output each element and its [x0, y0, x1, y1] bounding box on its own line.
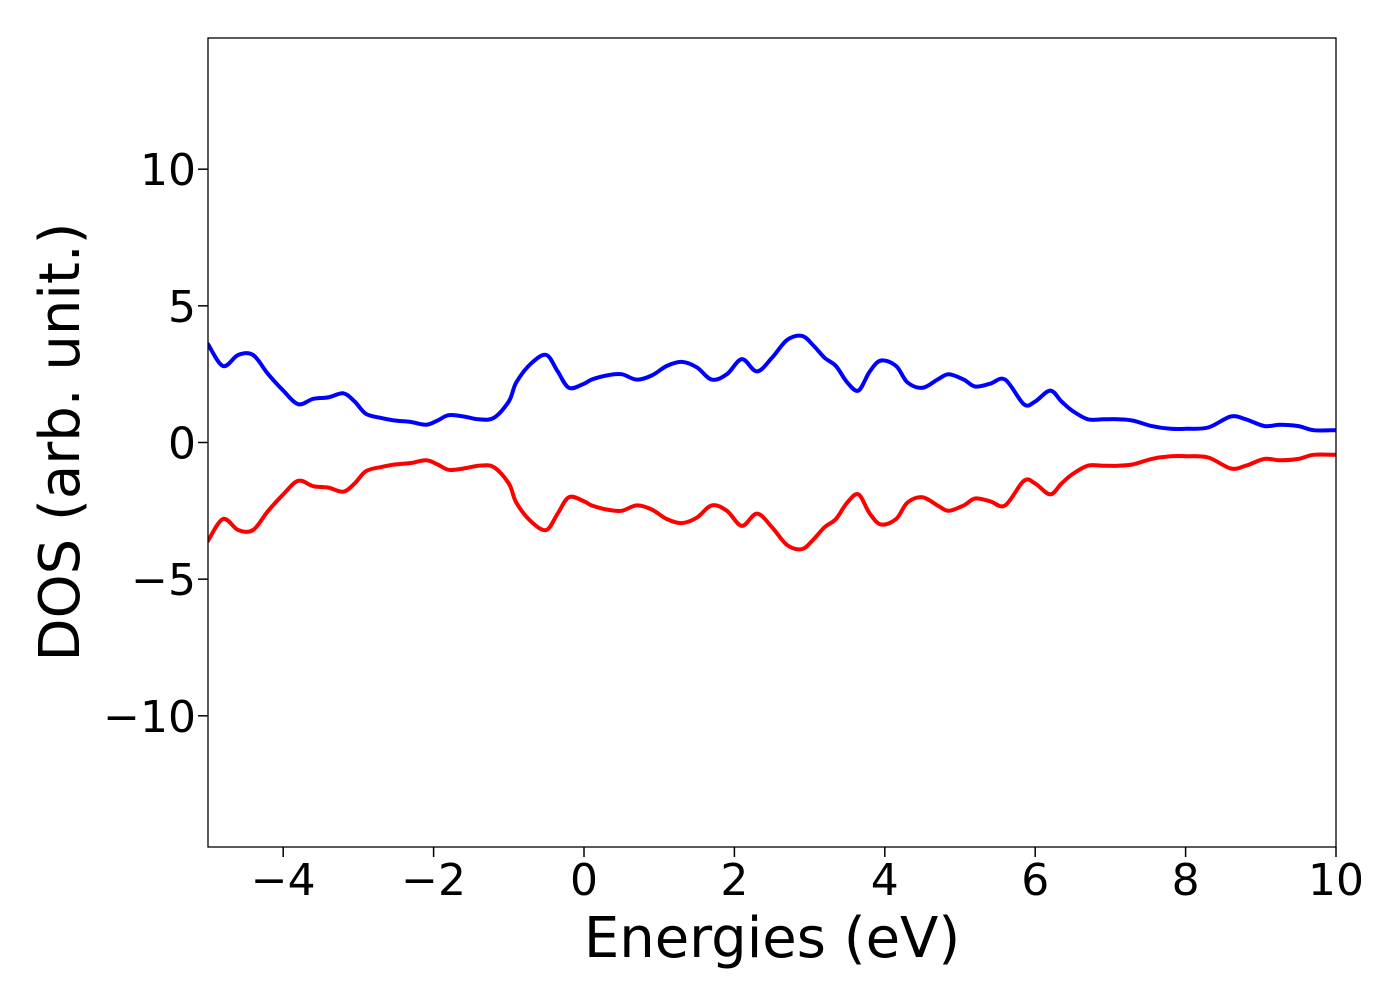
y-tick-label: 0: [168, 419, 196, 470]
y-tick-label: 5: [168, 282, 196, 333]
x-tick-label: 10: [1308, 855, 1364, 906]
x-tick-label: 6: [1021, 855, 1049, 906]
x-tick-label: 4: [871, 855, 899, 906]
y-axis: −10 −5 0 5 10: [103, 145, 208, 743]
x-tick-label: 2: [720, 855, 748, 906]
y-axis-label: DOS (arb. unit.): [28, 222, 93, 661]
series-line-1: [208, 333, 1336, 433]
x-tick-label: 8: [1172, 855, 1200, 906]
series-layer: [208, 333, 1336, 552]
x-tick-label: −2: [401, 855, 466, 906]
plot-frame: [207, 37, 1337, 848]
y-tick-label: 10: [140, 145, 196, 196]
x-tick-label: −4: [251, 855, 316, 906]
x-tick-label: 0: [570, 855, 598, 906]
x-axis-label: Energies (eV): [584, 906, 960, 971]
y-tick-label: −5: [131, 555, 196, 606]
y-tick-label: −10: [103, 692, 196, 743]
x-axis: −4 −2 0 2 4 6 8 10: [251, 847, 1364, 906]
series-line-2: [208, 452, 1336, 552]
